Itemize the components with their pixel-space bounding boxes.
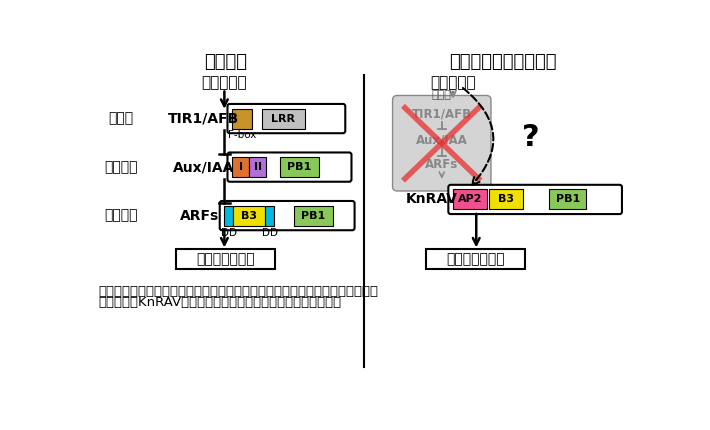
Text: 転写因子: 転写因子 <box>104 209 138 223</box>
Text: ?: ? <box>522 123 540 152</box>
Text: オーキシン: オーキシン <box>430 75 476 90</box>
Text: 獲得前: 獲得前 <box>432 90 452 101</box>
Text: 陸上植物: 陸上植物 <box>204 52 247 71</box>
Bar <box>266 206 274 226</box>
Bar <box>294 206 333 226</box>
Text: クレブソルミディウムは陸上植物の核オーキシン経路に関わる遺伝子を獲得し: クレブソルミディウムは陸上植物の核オーキシン経路に関わる遺伝子を獲得し <box>98 286 378 298</box>
Bar <box>261 109 305 129</box>
Text: II: II <box>253 162 262 172</box>
FancyArrowPatch shape <box>463 88 493 185</box>
Text: AP2: AP2 <box>458 194 482 204</box>
Text: 抑制因子: 抑制因子 <box>104 160 138 174</box>
Text: ARFs: ARFs <box>425 158 459 171</box>
Text: Aux/IAA: Aux/IAA <box>173 160 234 174</box>
Bar <box>232 157 249 177</box>
Text: ARFs: ARFs <box>180 209 219 223</box>
Bar <box>233 206 266 226</box>
Text: B3: B3 <box>241 211 257 221</box>
Text: PB1: PB1 <box>556 194 580 204</box>
Text: LRR: LRR <box>271 114 295 123</box>
Text: TIR1/AFB: TIR1/AFB <box>168 112 239 126</box>
FancyBboxPatch shape <box>227 153 351 182</box>
Text: KnRAV: KnRAV <box>406 193 458 206</box>
Bar <box>549 190 586 209</box>
Bar <box>280 157 319 177</box>
Bar <box>175 249 275 269</box>
Bar <box>426 249 525 269</box>
Text: DD: DD <box>221 227 236 237</box>
Text: オーキシン応答: オーキシン応答 <box>446 252 505 266</box>
Text: PB1: PB1 <box>301 211 326 221</box>
Bar <box>453 190 487 209</box>
Text: I: I <box>239 162 243 172</box>
Text: ておらず、KnRAVをオーキシン情報伝達因子として用いている: ておらず、KnRAVをオーキシン情報伝達因子として用いている <box>98 296 342 309</box>
Text: TIR1/AFB: TIR1/AFB <box>412 108 472 120</box>
FancyBboxPatch shape <box>448 185 622 214</box>
Bar <box>488 190 523 209</box>
Bar <box>232 109 252 129</box>
Text: F-box: F-box <box>228 130 256 140</box>
Text: PB1: PB1 <box>288 162 312 172</box>
FancyBboxPatch shape <box>393 95 491 191</box>
Bar <box>249 157 266 177</box>
Text: DD: DD <box>262 227 278 237</box>
Text: オーキシン応答: オーキシン応答 <box>196 252 254 266</box>
Text: Aux/IAA: Aux/IAA <box>416 134 468 147</box>
Text: クレブソルミディウム: クレブソルミディウム <box>449 52 557 71</box>
Text: B3: B3 <box>498 194 514 204</box>
FancyBboxPatch shape <box>219 201 354 230</box>
Bar <box>224 206 233 226</box>
FancyBboxPatch shape <box>227 104 345 133</box>
Text: オーキシン: オーキシン <box>202 75 247 90</box>
Text: 受容体: 受容体 <box>109 112 134 126</box>
